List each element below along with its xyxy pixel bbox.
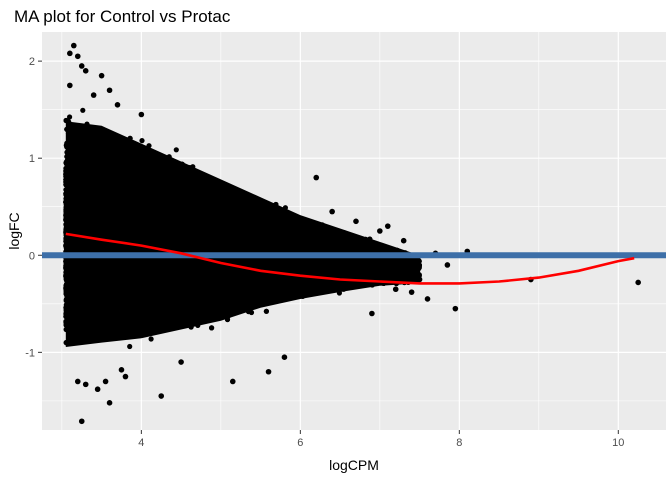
data-point [173, 147, 179, 153]
data-point [67, 114, 73, 120]
data-point [80, 107, 86, 113]
data-point [148, 336, 154, 342]
chart-title: MA plot for Control vs Protac [14, 7, 231, 26]
